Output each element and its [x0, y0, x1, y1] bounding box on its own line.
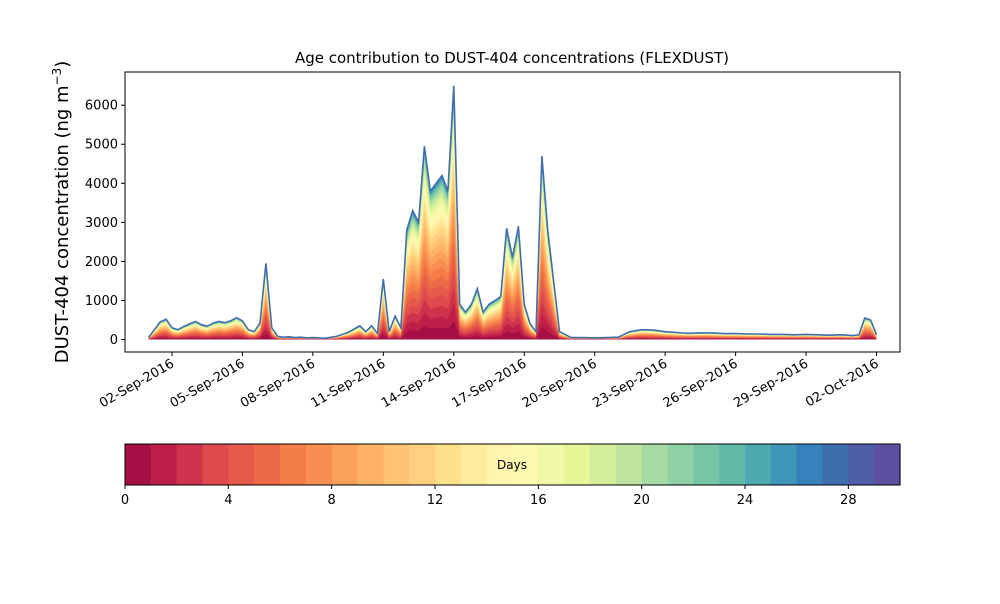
- x-tick-label: 17-Sep-2016: [449, 356, 529, 411]
- colorbar-segment: [357, 444, 384, 485]
- colorbar-tick-label: 0: [121, 493, 129, 508]
- x-tick-label: 14-Sep-2016: [379, 356, 459, 411]
- colorbar-segment: [512, 444, 539, 485]
- colorbar-tick-label: 8: [328, 493, 336, 508]
- colorbar-segment: [641, 444, 669, 485]
- colorbar-segment: [770, 444, 798, 485]
- colorbar-segment: [848, 444, 875, 485]
- colorbar-segment: [383, 444, 410, 485]
- x-tick-label: 08-Sep-2016: [238, 356, 318, 411]
- chart-title: Age contribution to DUST-404 concentrati…: [295, 49, 729, 67]
- y-tick-label: 6000: [85, 99, 118, 114]
- colorbar-tick-label: 28: [840, 493, 857, 508]
- colorbar-segment: [538, 444, 565, 485]
- x-tick-label: 05-Sep-2016: [168, 356, 248, 411]
- colorbar-tick-label: 24: [737, 493, 754, 508]
- age-contribution-areas: [147, 85, 878, 340]
- x-tick-label: 02-Sep-2016: [97, 356, 177, 411]
- colorbar-segment: [202, 444, 229, 485]
- colorbar-segment: [331, 444, 359, 485]
- age-band-day-0: [148, 321, 877, 340]
- y-tick-label: 3000: [85, 216, 118, 231]
- y-axis-label: DUST-404 concentration (ng m−3): [50, 61, 73, 364]
- x-tick-label: 11-Sep-2016: [309, 356, 389, 411]
- colorbar-segment: [486, 444, 514, 485]
- x-tick-label: 23-Sep-2016: [590, 356, 670, 411]
- colorbar-segment: [176, 444, 204, 485]
- colorbar-segment: [719, 444, 746, 485]
- colorbar-tick-label: 16: [530, 493, 547, 508]
- colorbar-segment: [280, 444, 307, 485]
- colorbar-segment: [305, 444, 333, 485]
- colorbar-segment: [693, 444, 720, 485]
- colorbar-segment: [254, 444, 281, 485]
- colorbar-segment: [745, 444, 772, 485]
- colorbar-segment: [125, 444, 152, 485]
- age-band-day-1: [148, 303, 877, 340]
- colorbar-segment: [564, 444, 591, 485]
- x-tick-label: 02-Oct-2016: [803, 356, 881, 410]
- y-tick-label: 2000: [85, 255, 118, 270]
- colorbar-tick-label: 4: [224, 493, 232, 508]
- colorbar-segment: [822, 444, 849, 485]
- colorbar-segment: [460, 444, 488, 485]
- y-tick-label: 4000: [85, 177, 118, 192]
- colorbar-segment: [228, 444, 255, 485]
- colorbar: 0 4 8 12 16 20 24 28: [121, 443, 901, 508]
- colorbar-segment: [150, 444, 178, 485]
- x-tick-label: 20-Sep-2016: [520, 356, 600, 411]
- colorbar-segment: [667, 444, 694, 485]
- y-axis: 0 1000 2000 3000 4000 5000 6000: [85, 99, 125, 348]
- y-tick-label: 5000: [85, 138, 118, 153]
- y-axis-label-close: ): [52, 61, 73, 68]
- colorbar-frame: [124, 443, 901, 486]
- y-tick-label: 1000: [85, 294, 118, 309]
- x-tick-label: 29-Sep-2016: [731, 356, 811, 411]
- colorbar-segment: [409, 444, 436, 485]
- colorbar-label: Days: [497, 458, 527, 472]
- colorbar-segment: [615, 444, 643, 485]
- x-axis: 02-Sep-201605-Sep-201608-Sep-201611-Sep-…: [97, 352, 882, 411]
- total-concentration-line: [147, 85, 878, 340]
- colorbar-segment: [590, 444, 617, 485]
- y-axis-label-superscript: −3: [50, 68, 64, 86]
- colorbar-segment: [874, 444, 901, 485]
- colorbar-tick-label: 20: [633, 493, 650, 508]
- colorbar-tick-label: 12: [427, 493, 444, 508]
- y-axis-label-main: DUST-404 concentration (ng m: [52, 85, 73, 363]
- colorbar-segment: [435, 444, 462, 485]
- y-tick-label: 0: [110, 333, 118, 348]
- colorbar-segment: [796, 444, 824, 485]
- plot-frame: [124, 71, 901, 353]
- x-tick-label: 26-Sep-2016: [661, 356, 741, 411]
